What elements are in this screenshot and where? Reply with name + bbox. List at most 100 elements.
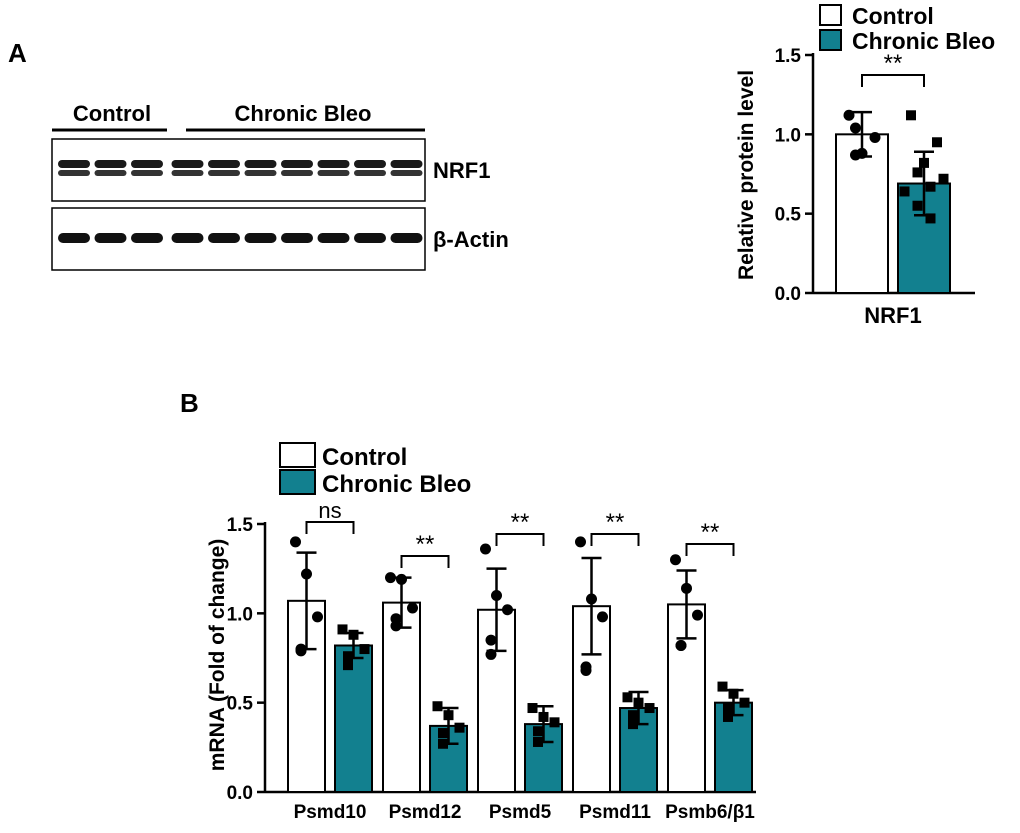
significance-label: ** — [701, 519, 720, 546]
legend-a-bleo-label: Chronic Bleo — [852, 28, 995, 54]
legend-b-control-swatch — [279, 442, 316, 468]
actin-band — [131, 233, 163, 243]
data-point-bleo — [538, 711, 549, 722]
blot-label-actin: β-Actin — [433, 227, 509, 252]
data-point-bleo — [343, 660, 353, 671]
significance-label: ** — [606, 509, 625, 536]
y-tick-label: 0.0 — [775, 284, 801, 305]
data-point-bleo — [348, 629, 359, 640]
data-point-bleo — [432, 701, 443, 712]
data-point-bleo — [919, 157, 929, 168]
significance-label: ** — [511, 509, 530, 536]
actin-band — [354, 233, 386, 243]
data-point-bleo — [925, 213, 936, 224]
nrf1-band-upper — [94, 160, 127, 168]
data-point-bleo — [723, 711, 733, 722]
legend-a-control-label: Control — [852, 3, 934, 29]
data-point-control — [485, 634, 497, 646]
data-point-control — [295, 645, 307, 657]
panel-label-b: B — [180, 388, 199, 418]
data-point-bleo — [912, 200, 923, 211]
y-tick-label: 1.0 — [227, 604, 253, 625]
data-point-bleo — [906, 110, 916, 121]
nrf1-band-upper — [131, 160, 163, 168]
chart-b-ylabel: mRNA (Fold of change) — [206, 539, 229, 772]
chart-a-legend: Control Chronic Bleo — [819, 3, 995, 54]
significance-label: ** — [884, 50, 903, 77]
data-point-control — [675, 639, 687, 651]
bar-bleo — [334, 644, 373, 794]
data-point-bleo — [527, 703, 538, 714]
x-category-label: Psmd5 — [489, 802, 552, 823]
nrf1-band-upper — [317, 160, 350, 168]
data-point-bleo — [925, 181, 936, 192]
data-point-control — [301, 568, 312, 580]
chart-a-ylabel: Relative protein level — [735, 70, 758, 280]
western-blot: Control Chronic Bleo NRF1 β-Actin — [51, 101, 509, 271]
y-tick-label: 0.0 — [227, 783, 253, 804]
data-point-bleo — [533, 736, 543, 747]
data-point-control — [385, 572, 396, 584]
bar-control — [835, 133, 889, 294]
chart-a-protein: Control Chronic Bleo Relative protein le… — [735, 3, 995, 328]
nrf1-band-lower — [58, 170, 90, 176]
nrf1-band-lower — [244, 170, 277, 176]
bar-control — [382, 601, 421, 794]
data-point-bleo — [899, 186, 910, 197]
data-point-bleo — [549, 717, 560, 728]
nrf1-band-lower — [94, 170, 127, 176]
panel-label-a: A — [8, 38, 27, 68]
significance-bracket — [305, 521, 355, 534]
data-point-bleo — [932, 137, 942, 148]
data-point-control — [692, 609, 703, 621]
significance-bracket — [400, 555, 450, 568]
legend-b-bleo-label: Chronic Bleo — [322, 471, 471, 498]
blot-label-nrf1: NRF1 — [433, 158, 490, 183]
data-point-control — [485, 648, 497, 660]
nrf1-band-upper — [171, 160, 204, 168]
data-point-bleo — [622, 692, 633, 703]
significance-bracket — [861, 74, 925, 87]
nrf1-band-upper — [354, 160, 386, 168]
data-point-control — [586, 593, 597, 605]
data-point-bleo — [723, 703, 733, 714]
actin-band — [281, 233, 313, 243]
y-tick-label: 0.5 — [775, 205, 802, 226]
nrf1-band-upper — [281, 160, 313, 168]
data-point-bleo — [628, 719, 638, 730]
data-point-bleo — [912, 167, 923, 178]
data-point-control — [850, 149, 861, 161]
data-point-bleo — [644, 703, 655, 714]
significance-label: ** — [416, 531, 435, 558]
x-category-label: NRF1 — [864, 303, 921, 328]
nrf1-band-lower — [131, 170, 163, 176]
data-point-control — [670, 554, 681, 566]
data-point-control — [290, 536, 301, 548]
y-tick-label: 0.5 — [227, 694, 254, 715]
actin-band — [58, 233, 90, 243]
legend-b-bleo-swatch — [279, 469, 316, 495]
nrf1-band-upper — [58, 160, 90, 168]
nrf1-band-lower — [171, 170, 204, 176]
actin-band — [94, 233, 127, 243]
x-category-label: Psmd10 — [294, 802, 367, 823]
data-point-control — [312, 611, 323, 623]
data-point-bleo — [359, 644, 370, 655]
data-point-control — [502, 604, 513, 616]
nrf1-band-upper — [244, 160, 277, 168]
x-category-label: Psmd11 — [579, 802, 651, 823]
blot-group-bleo: Chronic Bleo — [235, 101, 372, 126]
nrf1-band-lower — [317, 170, 350, 176]
data-point-control — [681, 582, 692, 594]
data-point-control — [575, 536, 586, 548]
x-category-label: Psmd12 — [389, 802, 462, 823]
data-point-control — [850, 122, 861, 134]
data-point-bleo — [633, 697, 644, 708]
significance-bracket — [590, 533, 640, 546]
y-tick-label: 1.0 — [775, 125, 801, 146]
chart-b-mrna: Control Chronic Bleo mRNA (Fold of chang… — [206, 442, 756, 823]
data-point-control — [407, 602, 418, 614]
data-point-control — [869, 132, 881, 144]
significance-bracket — [495, 533, 545, 546]
